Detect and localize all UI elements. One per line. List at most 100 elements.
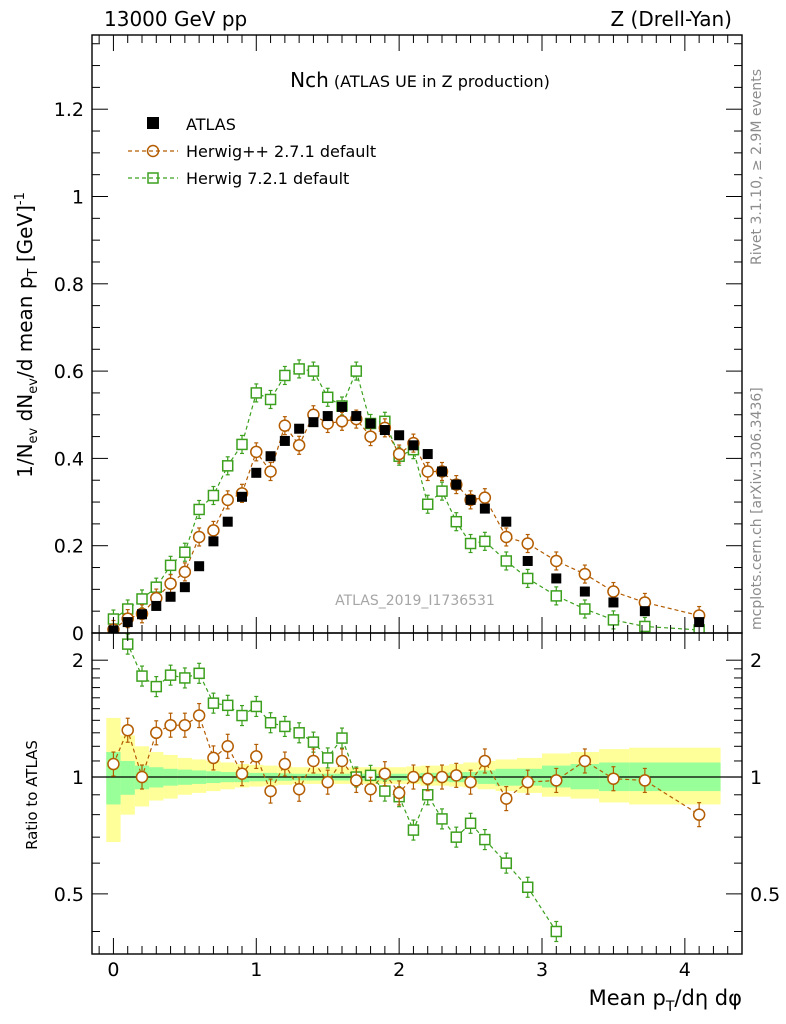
ratio-y-label: Ratio to ATLAS [23,740,41,850]
atlas-point [522,555,533,566]
herwig7-point [221,699,234,712]
herwigpp-point [500,530,513,544]
herwigpp-point [392,786,406,800]
herwigpp-point [692,808,706,821]
herwig7-point [279,720,291,733]
ratio-y-tick-label: 1 [72,767,84,789]
herwig7-point [179,546,191,558]
herwig7-point [521,572,534,585]
atlas-point [222,516,233,527]
atlas-point [479,503,490,514]
herwigpp-point [278,419,292,432]
herwig7-point [307,736,320,748]
herwigpp-point [135,770,149,784]
x-tick-label: 1 [250,959,262,981]
herwigpp-point [221,740,234,753]
herwigpp-point [638,774,652,787]
herwigpp-point [207,524,220,537]
herwig7-point [179,672,191,684]
herwigpp-point [192,709,206,722]
herwigpp-point [392,447,406,461]
herwig7-point [136,593,148,605]
atlas-point [294,423,305,434]
herwig7-point [479,535,491,548]
herwigpp-point [292,783,306,796]
ratio-y-tick-label: 0.5 [54,884,84,906]
ratio-panel: 0 1 2 3 4 0.5 0.5 1 1 2 2 Ratio to ATLAS Mean pT/d… [23,491,780,1015]
band-inner-segment [120,760,135,795]
herwig7-point [136,670,148,682]
atlas-point [237,491,247,502]
herwig7-point [421,498,434,510]
herwigpp-point [578,754,592,768]
legend-label-herwig7: Herwig 7.2.1 default [186,169,349,188]
herwig7-point [207,697,220,709]
y-axis-label: 1/Nev dNev/d mean pT [GeV]-1 [13,192,41,478]
herwig7-point [450,515,463,528]
watermark: ATLAS_2019_I1736531 [335,593,495,609]
herwigpp-point [478,491,492,504]
atlas-point [437,466,447,477]
herwig7-point [407,824,420,836]
herwigpp-point [435,770,449,784]
herwigpp-point [307,754,320,768]
atlas-point [265,451,276,462]
herwig7-point [436,813,448,825]
main-title: Nch (ATLAS UE in Z production) [290,68,550,92]
herwigpp-point [550,554,563,568]
atlas-point [501,516,512,527]
atlas-point [194,561,205,572]
legend-label-atlas: ATLAS [186,115,236,134]
herwigpp-point [264,465,277,478]
herwigpp-point [335,415,349,428]
herwig7-point [236,709,248,722]
herwig7-point [521,881,534,894]
herwigpp-ratio-line [112,714,700,816]
y-tick-label: 0.2 [54,536,84,558]
herwigpp-point [235,767,249,780]
atlas-point [422,449,433,460]
x-tick-label: 2 [393,959,405,981]
herwigpp-point [378,767,392,780]
herwigpp-point [178,565,192,579]
herwigpp-point [107,757,120,771]
atlas-point [394,430,405,441]
herwig7-point [264,716,277,729]
herwigpp-point [150,726,163,740]
ratio-y-tick-label: 0.5 [750,884,780,906]
herwigpp-point [550,774,563,787]
herwig7-point [193,667,205,680]
herwig7-point [550,590,563,602]
herwigpp-point [164,577,177,590]
herwig7-point [450,831,463,843]
ratio-y-tick-label: 2 [72,650,84,672]
main-panel: 0 0.2 0.4 0.6 0.8 1 1.2 Nch (ATLAS UE in Z pro… [13,34,743,645]
y-tick-label: 1.2 [54,99,84,121]
herwig7-ratio-line [126,633,557,932]
atlas-point [551,573,562,584]
ratio-y-tick-label: 1 [750,767,762,789]
herwigpp-point [500,792,513,805]
y-tick-label: 0 [72,623,84,645]
atlas-point [639,606,650,617]
herwigpp-point [164,718,177,732]
herwig7-point [579,603,591,615]
herwigpp-point [421,465,434,478]
herwig7-point [307,365,320,377]
herwig7-point [550,925,563,938]
x-axis-label: Mean pT/dη dφ [589,986,742,1015]
main-series [107,359,706,633]
herwig7-point [164,559,177,572]
herwig7-point [639,620,651,633]
herwig7-point [379,785,391,797]
herwig7-point [464,537,477,550]
herwigpp-point [192,530,206,544]
y-tick-label: 0.4 [54,448,84,470]
atlas-point [165,591,176,602]
atlas-point [322,411,333,422]
herwigpp-point [450,769,463,782]
herwigpp-point [207,751,220,765]
herwig7-point [336,732,348,744]
herwig7-point [108,491,118,501]
